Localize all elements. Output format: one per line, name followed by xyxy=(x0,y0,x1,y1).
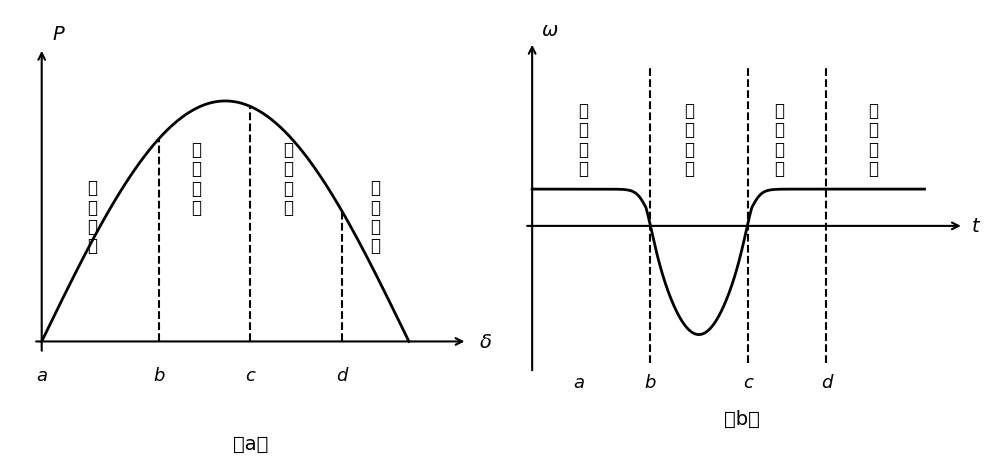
Text: a: a xyxy=(36,366,47,384)
Text: 减
速
阶
段: 减 速 阶 段 xyxy=(684,101,694,178)
Text: 加
速
阶
段: 加 速 阶 段 xyxy=(283,140,293,217)
Text: b: b xyxy=(153,366,164,384)
Text: c: c xyxy=(245,366,255,384)
Text: 加
速
阶
段: 加 速 阶 段 xyxy=(578,101,588,178)
Text: 加
速
阶
段: 加 速 阶 段 xyxy=(774,101,784,178)
Text: t: t xyxy=(972,217,979,236)
Text: δ: δ xyxy=(480,332,492,351)
Text: ω: ω xyxy=(542,20,558,40)
Text: c: c xyxy=(743,373,753,391)
Text: 减
速
阶
段: 减 速 阶 段 xyxy=(191,140,201,217)
Text: （b）: （b） xyxy=(724,409,760,428)
Text: a: a xyxy=(574,373,585,391)
Text: b: b xyxy=(644,373,656,391)
Text: d: d xyxy=(336,366,348,384)
Text: d: d xyxy=(821,373,832,391)
Text: （a）: （a） xyxy=(233,434,268,453)
Text: 减
速
阶
段: 减 速 阶 段 xyxy=(371,179,381,255)
Text: P: P xyxy=(52,25,64,44)
Text: 加
速
阶
段: 加 速 阶 段 xyxy=(87,179,97,255)
Text: 减
速
阶
段: 减 速 阶 段 xyxy=(868,101,878,178)
